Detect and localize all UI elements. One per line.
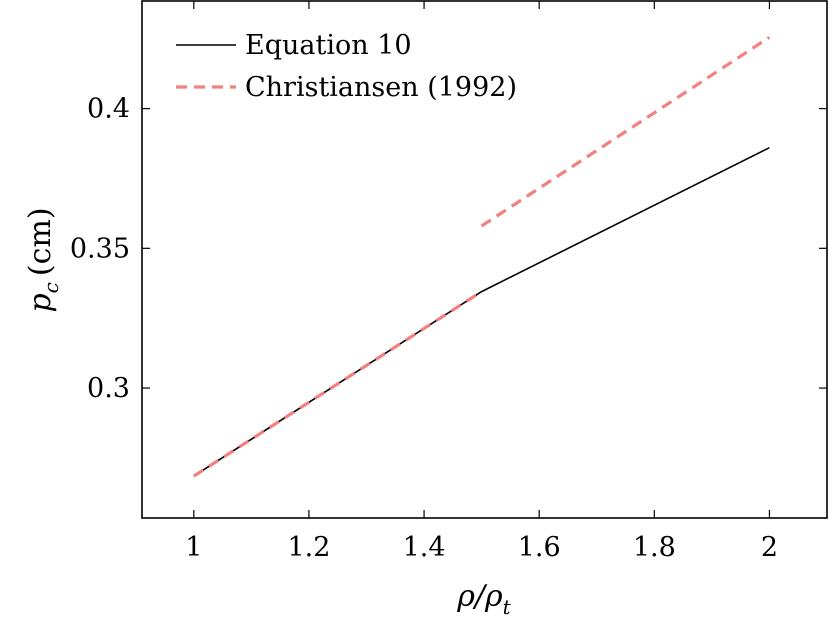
plot-frame <box>141 0 828 519</box>
x-axis-label: ρ/ρt <box>456 579 511 619</box>
legend-label-christiansen: Christiansen (1992) <box>245 72 517 103</box>
axis-ticks: 1 1.2 1.4 1.6 1.8 2 0.3 0.35 0.4 <box>70 1 827 563</box>
series-layer <box>192 35 771 478</box>
x-tick-label-1-2: 1.2 <box>287 532 330 563</box>
x-tick-label-1-6: 1.6 <box>518 532 561 563</box>
x-tick-label-2: 2 <box>761 532 778 563</box>
y-tick-label-0-4: 0.4 <box>87 94 130 125</box>
series-line-christiansen-1992--0 <box>192 290 483 478</box>
x-tick-label-1: 1 <box>185 532 202 563</box>
y-tick-label-0-35: 0.35 <box>70 233 130 264</box>
legend: Equation 10 Christiansen (1992) <box>176 30 517 103</box>
y-axis-label: pc(cm) <box>23 207 63 312</box>
x-tick-label-1-4: 1.4 <box>403 532 446 563</box>
series-line-christiansen-1992--1 <box>480 35 771 228</box>
y-tick-label-0-3: 0.3 <box>87 373 130 404</box>
x-tick-label-1-8: 1.8 <box>633 532 676 563</box>
legend-label-equation-10: Equation 10 <box>245 30 412 61</box>
series-line-equation-10-0 <box>193 146 770 477</box>
